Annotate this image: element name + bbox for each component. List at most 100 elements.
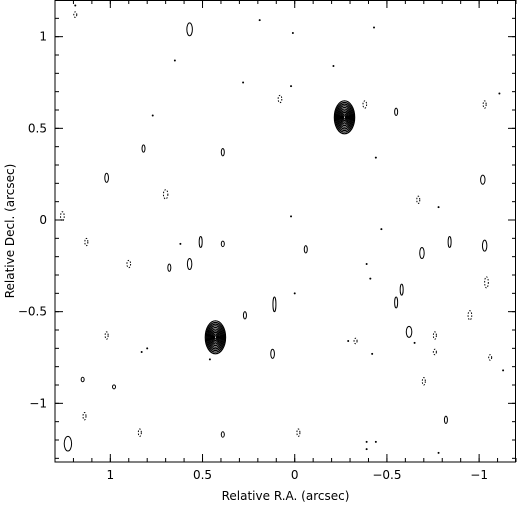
negative-contour (104, 331, 109, 340)
negative-contour (416, 195, 421, 205)
negative-contour (353, 337, 358, 345)
y-tick-label: −1 (29, 396, 47, 410)
positive-contour (399, 283, 404, 296)
contour-ring (212, 333, 219, 342)
plot-frame (54, 0, 516, 463)
noise-speck (365, 263, 368, 265)
negative-contour (73, 11, 78, 18)
tick-layer: 1 0.5 0 −0.5 −1 1 0.5 0 −0.5 −1 (18, 0, 517, 482)
positive-contour (220, 431, 225, 438)
positive-contour (104, 172, 109, 183)
contour-ring (204, 320, 227, 355)
y-tick-label: −0.5 (18, 305, 47, 319)
noise-speck (290, 85, 293, 88)
positive-contour (220, 147, 225, 157)
x-tick-label: 1 (106, 468, 114, 482)
positive-contour (394, 296, 399, 309)
noise-speck (437, 451, 440, 454)
contour-ring (339, 110, 350, 125)
positive-contour (186, 258, 193, 270)
noise-speck (374, 440, 377, 443)
contour-ring (213, 335, 218, 340)
noise-speck (365, 440, 368, 443)
noise-speck (242, 81, 245, 84)
contour-ring (336, 105, 353, 130)
contour-ring (333, 100, 356, 135)
positive-contour (394, 107, 399, 117)
noise-speck (208, 358, 211, 361)
contour-ring (334, 101, 355, 133)
negative-contour (82, 411, 87, 421)
contour-ring (206, 323, 225, 352)
noise-speck (347, 340, 350, 342)
negative-contour (482, 100, 487, 109)
x-axis-title: Relative R.A. (arcsec) (222, 489, 350, 503)
positive-contour (80, 376, 85, 383)
positive-contour (405, 325, 413, 338)
negative-contour (126, 259, 132, 269)
positive-contour (480, 174, 486, 185)
y-tick-label: 0.5 (28, 121, 47, 135)
negative-contour (432, 348, 437, 356)
noise-speck (290, 215, 293, 218)
noise-speck (74, 4, 77, 7)
contour-ring (209, 328, 222, 347)
contour-ring (207, 325, 224, 350)
positive-contour (419, 247, 425, 259)
negative-contour (467, 310, 473, 321)
noise-speck (293, 292, 296, 295)
positive-contour (220, 240, 225, 248)
contour-ring (208, 326, 223, 348)
positive-contour (242, 311, 247, 320)
noise-speck (146, 347, 149, 350)
negative-contour (421, 377, 426, 386)
positive-contour (141, 144, 146, 153)
positive-contour (270, 348, 275, 359)
negative-contour (432, 331, 437, 340)
x-tick-label: −0.5 (372, 468, 401, 482)
positive-contour (447, 236, 452, 248)
noise-speck (437, 206, 440, 209)
positive-contour (303, 245, 308, 254)
x-tick-label: 0 (291, 468, 299, 482)
positive-contour (198, 236, 203, 248)
x-tick-label: 0.5 (193, 468, 212, 482)
source-component-a (333, 100, 356, 135)
negative-contour (484, 276, 489, 289)
noise-speck (502, 369, 505, 372)
negative-contour (362, 100, 368, 109)
positive-contour (443, 415, 448, 425)
noise-speck (373, 26, 376, 29)
contour-layer (60, 4, 505, 454)
positive-contour (112, 384, 117, 390)
y-tick-label: 1 (39, 30, 47, 44)
negative-contour (60, 211, 65, 222)
noise-speck (207, 330, 210, 333)
positive-contour (272, 296, 277, 313)
y-tick-label: 0 (39, 213, 47, 227)
noise-speck (380, 228, 383, 231)
noise-speck (140, 351, 143, 353)
x-tick-label: −1 (470, 468, 488, 482)
contour-ring (341, 113, 348, 122)
negative-contour (84, 237, 89, 247)
negative-contour (296, 428, 301, 437)
positive-contour (481, 239, 488, 252)
noise-speck (374, 156, 377, 159)
negative-contour (137, 428, 142, 437)
negative-contour (488, 354, 493, 361)
negative-contour (277, 94, 283, 104)
contour-ring (337, 106, 352, 128)
contour-ring (205, 321, 226, 353)
noise-speck (413, 341, 416, 344)
noise-speck (371, 352, 374, 355)
noise-speck (332, 65, 335, 67)
noise-speck (173, 59, 176, 62)
positive-contour (186, 22, 193, 37)
contour-ring (211, 331, 220, 343)
positive-contour (63, 435, 73, 452)
noise-speck (258, 19, 261, 22)
contour-ring (340, 111, 349, 123)
contour-ring (342, 115, 347, 120)
